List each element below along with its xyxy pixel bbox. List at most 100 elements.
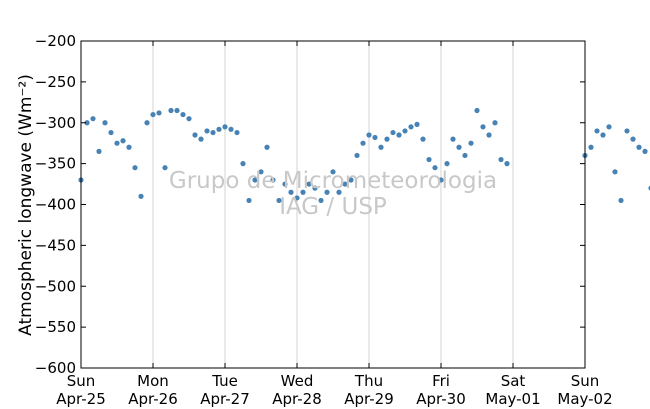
- data-point: [468, 140, 474, 146]
- data-point: [270, 177, 276, 183]
- data-point: [162, 165, 168, 171]
- data-point: [618, 197, 624, 204]
- data-point: [330, 169, 336, 175]
- data-point: [378, 144, 384, 150]
- y-tick-label: −450: [35, 236, 76, 254]
- data-point: [168, 107, 174, 114]
- vertical-gridlines: [152, 41, 514, 368]
- data-point: [192, 132, 198, 138]
- data-point: [588, 144, 594, 150]
- data-point: [480, 124, 486, 130]
- data-point: [312, 185, 318, 191]
- watermark: Grupo de Micrometeorologia IAG / USP: [169, 168, 497, 220]
- data-point: [228, 126, 234, 132]
- data-point: [444, 161, 450, 167]
- data-point: [288, 189, 294, 195]
- data-point: [408, 124, 414, 130]
- data-point: [90, 116, 96, 122]
- data-point: [612, 169, 618, 175]
- x-tick-label-day: Sun: [571, 372, 600, 390]
- data-point: [264, 144, 270, 150]
- data-point: [450, 136, 456, 142]
- x-tick-label-date: Apr-29: [344, 390, 394, 408]
- y-tick-label: −200: [35, 32, 76, 50]
- y-tick-label: −550: [35, 318, 76, 336]
- data-point: [420, 136, 426, 142]
- data-point: [306, 181, 312, 187]
- data-point: [210, 129, 216, 136]
- y-tick-label: −350: [35, 155, 76, 173]
- data-point: [174, 107, 180, 114]
- x-tick-label-day: Mon: [137, 372, 169, 390]
- data-point: [252, 177, 258, 183]
- data-point: [258, 169, 264, 175]
- x-tick-label-day: Sun: [67, 372, 96, 390]
- data-point: [594, 128, 600, 134]
- data-point: [474, 107, 480, 114]
- data-point: [402, 128, 408, 134]
- data-point: [138, 193, 144, 199]
- data-point: [120, 138, 126, 144]
- x-tick-label-date: Apr-26: [128, 390, 178, 408]
- data-point: [102, 120, 108, 126]
- watermark-line-2: IAG / USP: [279, 194, 387, 220]
- x-tick-label-date: May-02: [557, 390, 612, 408]
- data-point: [144, 120, 150, 126]
- data-point: [492, 120, 498, 126]
- x-tick-label-day: Tue: [211, 372, 238, 390]
- data-point: [186, 116, 192, 122]
- data-point: [180, 111, 186, 118]
- data-point: [300, 189, 306, 195]
- y-tick-label: −300: [35, 114, 76, 132]
- x-tick-label-day: Fri: [432, 372, 450, 390]
- data-point: [108, 129, 114, 136]
- data-point: [324, 189, 330, 195]
- data-point: [456, 144, 462, 150]
- x-tick-label-date: Apr-27: [200, 390, 250, 408]
- data-point: [234, 129, 240, 136]
- data-point: [384, 136, 390, 142]
- data-point: [348, 177, 354, 183]
- data-point: [126, 144, 132, 150]
- x-tick-label-day: Thu: [354, 372, 383, 390]
- data-point: [216, 126, 222, 132]
- data-points: [78, 107, 650, 204]
- data-point: [486, 132, 492, 138]
- data-point: [240, 161, 246, 167]
- x-axis: SunApr-25MonApr-26TueApr-27WedApr-28ThuA…: [56, 41, 613, 408]
- data-point: [414, 121, 420, 127]
- data-point: [246, 197, 252, 204]
- data-point: [504, 161, 510, 167]
- data-point: [150, 111, 156, 118]
- data-point: [222, 124, 228, 130]
- data-point: [198, 136, 204, 142]
- data-point: [642, 148, 648, 154]
- data-point: [426, 156, 432, 163]
- data-point: [438, 177, 444, 183]
- data-point: [498, 156, 504, 163]
- data-point: [630, 136, 636, 142]
- data-point: [204, 128, 210, 134]
- y-tick-label: −250: [35, 73, 76, 91]
- y-axis-label: Atmospheric longwave (Wm⁻²): [16, 74, 36, 336]
- x-tick-label-day: Wed: [281, 372, 314, 390]
- data-point: [132, 165, 138, 171]
- x-tick-label-date: May-01: [485, 390, 540, 408]
- data-point: [342, 181, 348, 187]
- data-point: [462, 152, 468, 159]
- x-tick-label-day: Sat: [501, 372, 526, 390]
- data-point: [636, 144, 642, 150]
- y-tick-label: −500: [35, 277, 76, 295]
- data-point: [96, 148, 102, 154]
- data-point: [360, 140, 366, 146]
- data-point: [600, 132, 606, 138]
- data-point: [372, 134, 378, 141]
- watermark-line-1: Grupo de Micrometeorologia: [169, 168, 497, 194]
- data-point: [114, 140, 120, 146]
- x-tick-label-date: Apr-28: [272, 390, 322, 408]
- data-point: [156, 110, 162, 116]
- data-point: [390, 129, 396, 136]
- data-point: [396, 132, 402, 138]
- x-tick-label-date: Apr-25: [56, 390, 106, 408]
